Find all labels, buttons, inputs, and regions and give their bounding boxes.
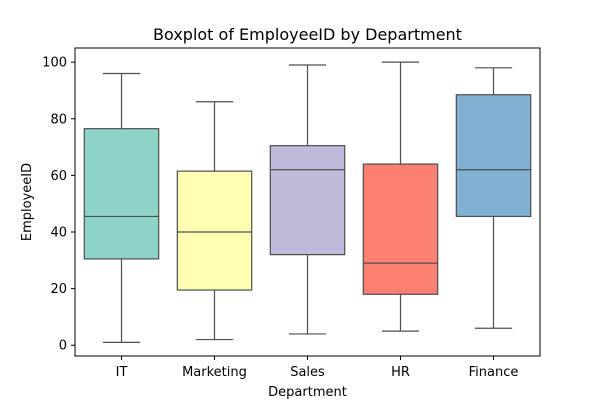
x-axis-label: Department	[268, 385, 347, 400]
y-tick-label: 0	[59, 339, 67, 354]
chart-title: Boxplot of EmployeeID by Department	[153, 25, 462, 44]
y-axis: 0 20 40 60 80 100	[42, 56, 75, 354]
box-marketing	[176, 101, 253, 341]
y-tick-label: 100	[42, 56, 67, 71]
x-axis: IT Marketing Sales HR Finance	[116, 356, 519, 380]
iqr-box	[269, 145, 346, 256]
x-tick-label: Sales	[290, 365, 325, 380]
plot-area	[83, 61, 532, 344]
box-it	[83, 72, 160, 344]
y-tick-label: 40	[50, 226, 67, 241]
x-tick-label: Marketing	[182, 365, 247, 380]
iqr-box	[455, 94, 532, 218]
box-finance	[455, 67, 532, 329]
y-axis-label: EmployeeID	[20, 163, 35, 241]
y-tick-label: 80	[50, 112, 67, 127]
y-tick-label: 60	[50, 169, 67, 184]
x-tick-label: Finance	[469, 365, 519, 380]
x-tick-label: IT	[116, 365, 128, 380]
x-tick-label: HR	[391, 365, 410, 380]
y-tick-label: 20	[50, 282, 67, 297]
iqr-box	[83, 128, 160, 260]
box-sales	[269, 64, 346, 335]
box-hr	[362, 61, 439, 332]
iqr-box	[362, 163, 439, 295]
iqr-box	[176, 170, 253, 291]
